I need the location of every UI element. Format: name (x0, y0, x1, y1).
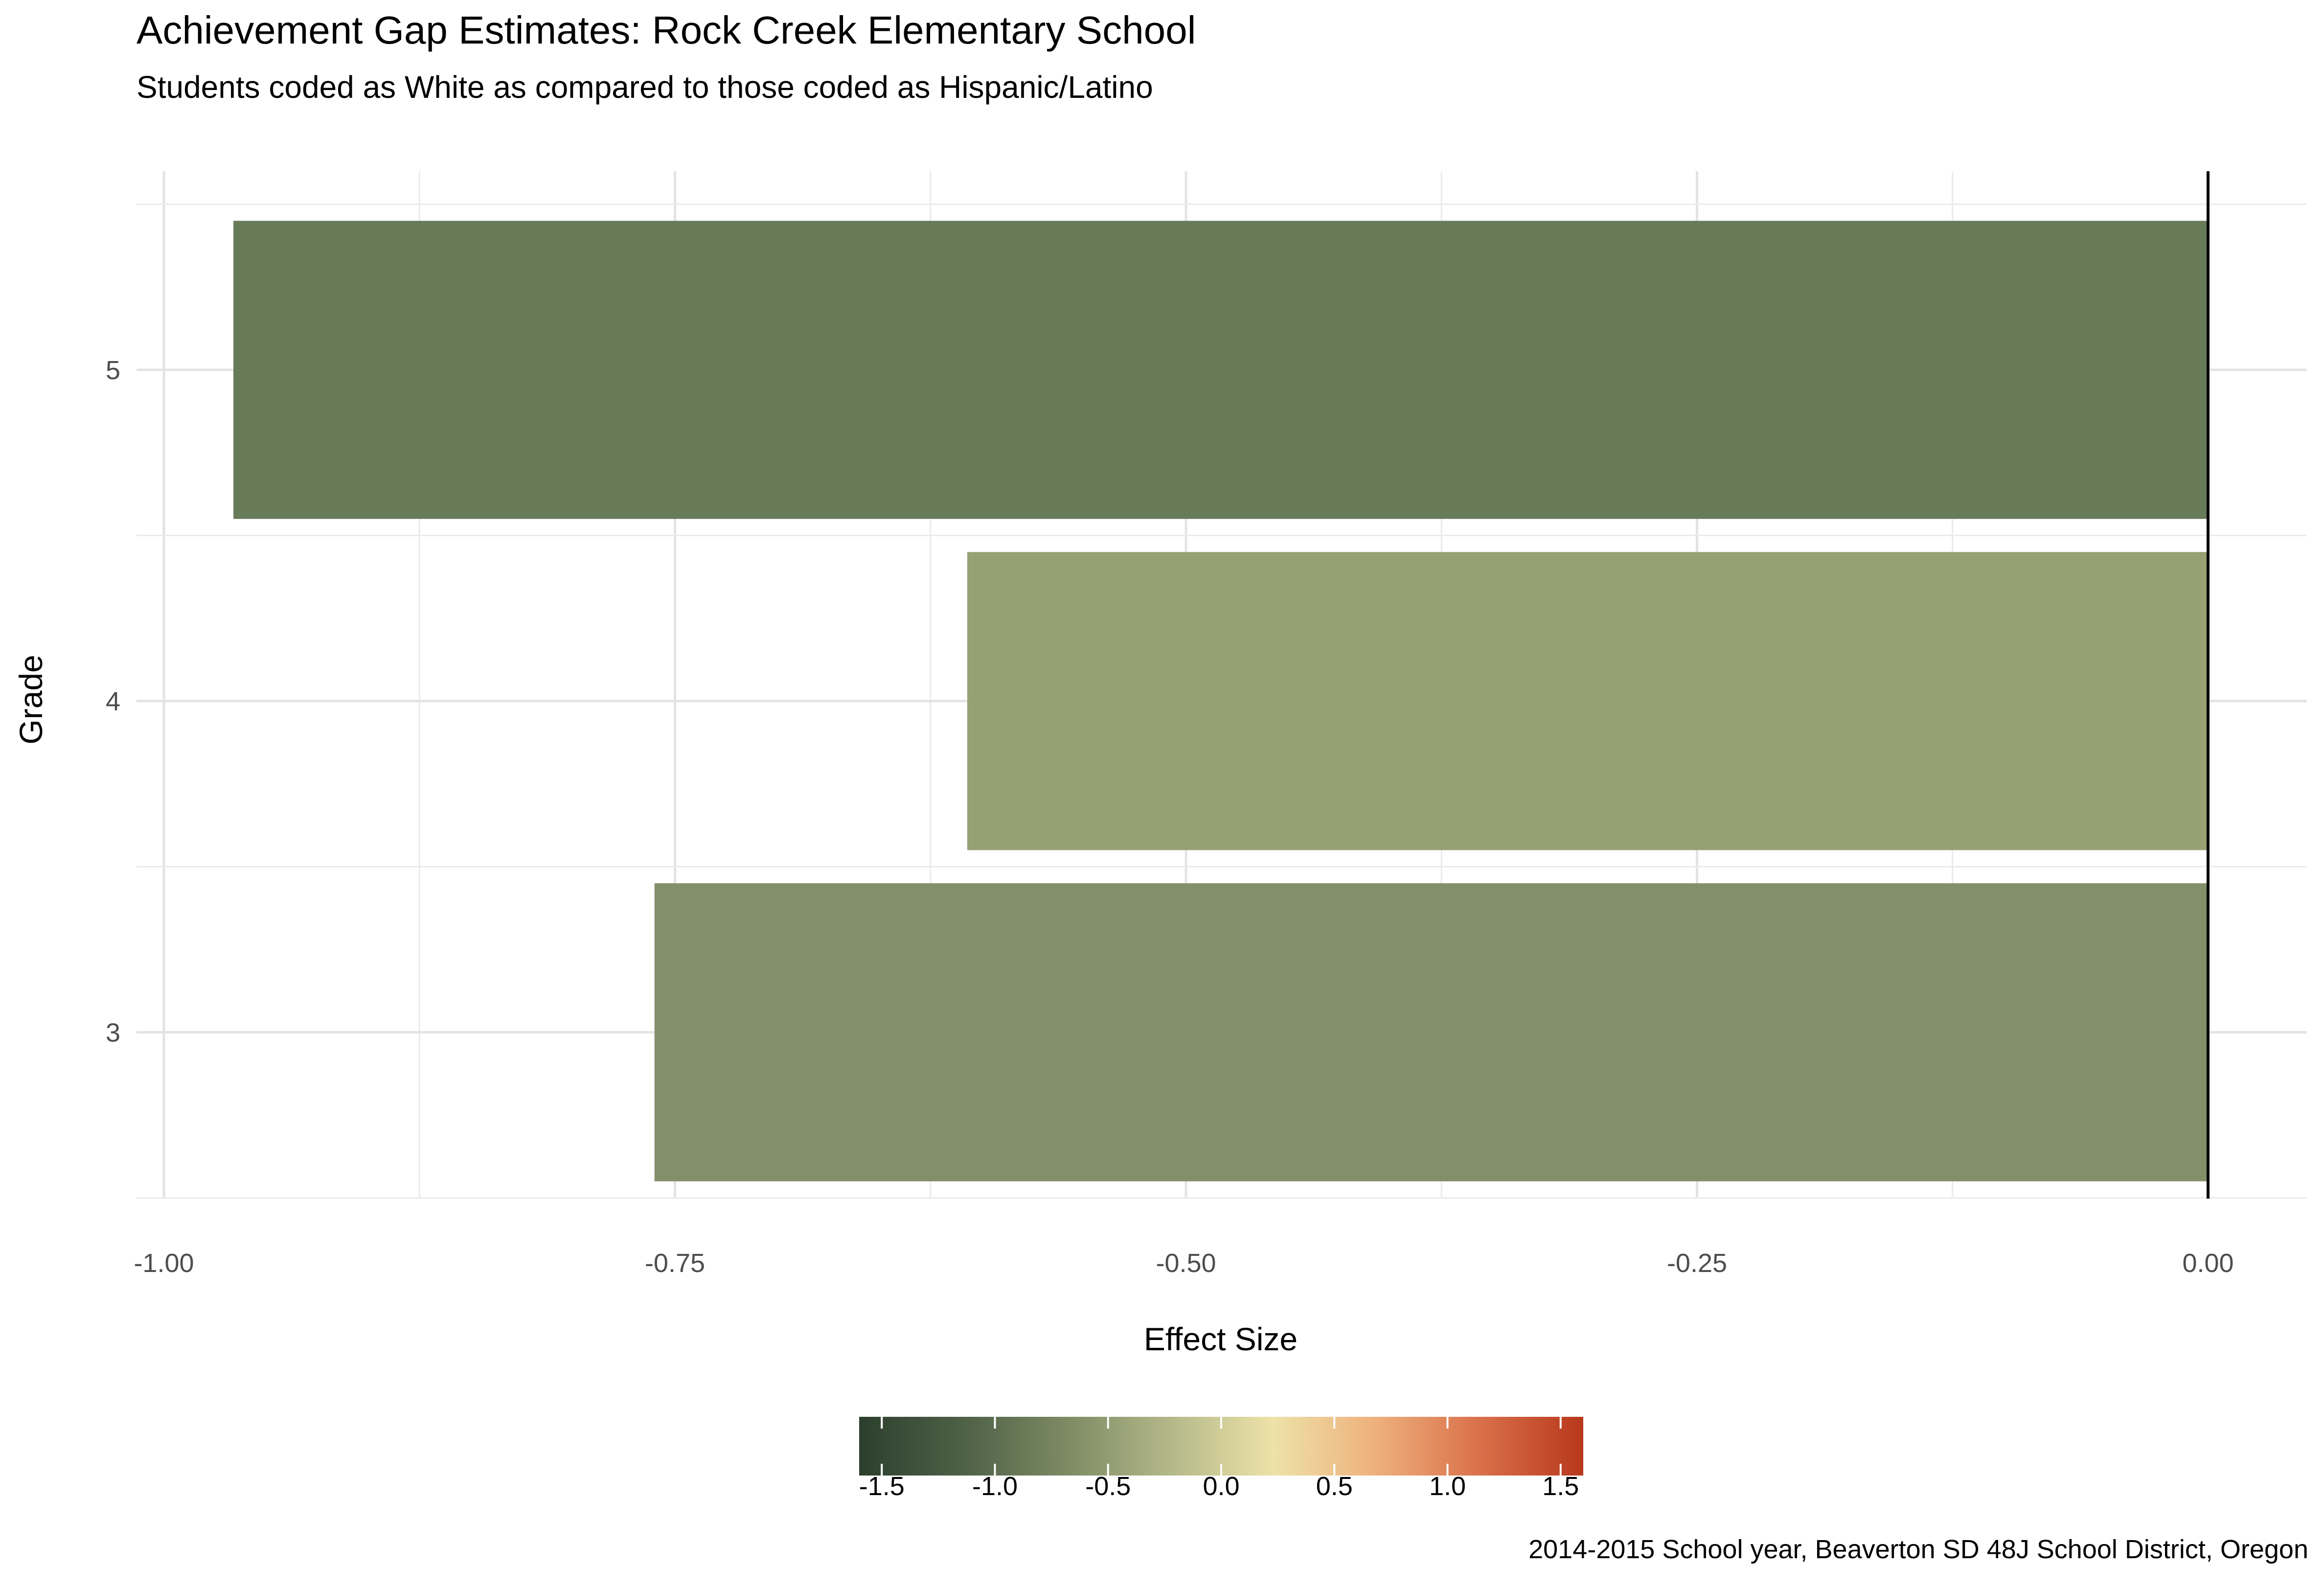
colorbar-tick-label: 0.0 (1203, 1472, 1239, 1501)
chart-caption: 2014-2015 School year, Beaverton SD 48J … (1528, 1535, 2308, 1564)
chart-title: Achievement Gap Estimates: Rock Creek El… (137, 8, 1196, 52)
x-tick-label: -1.00 (134, 1249, 194, 1278)
x-axis-title: Effect Size (1144, 1321, 1298, 1357)
colorbar-tick-label: 1.5 (1542, 1472, 1579, 1501)
x-tick-label: 0.00 (2182, 1249, 2233, 1278)
chart-subtitle: Students coded as White as compared to t… (137, 69, 1153, 105)
bar-grade-4 (967, 552, 2208, 850)
colorbar-tick-label: 0.5 (1316, 1472, 1353, 1501)
colorbar-tick-label: -1.0 (972, 1472, 1018, 1501)
y-tick-label: 5 (106, 356, 120, 385)
y-tick-label: 3 (106, 1018, 120, 1047)
x-tick-label: -0.75 (645, 1249, 705, 1278)
y-axis-title: Grade (13, 655, 49, 744)
bar-grade-3 (654, 883, 2208, 1181)
x-tick-label: -0.50 (1156, 1249, 1216, 1278)
colorbar-tick-label: -1.5 (859, 1472, 905, 1501)
colorbar-tick-label: 1.0 (1429, 1472, 1466, 1501)
color-legend: -1.5 -1.0 -0.5 0.0 0.5 1.0 1.5 (859, 1417, 1583, 1501)
x-tick-label: -0.25 (1667, 1249, 1727, 1278)
bar-grade-5 (233, 221, 2208, 519)
y-tick-label: 4 (106, 687, 120, 716)
colorbar-tick-label: -0.5 (1085, 1472, 1131, 1501)
